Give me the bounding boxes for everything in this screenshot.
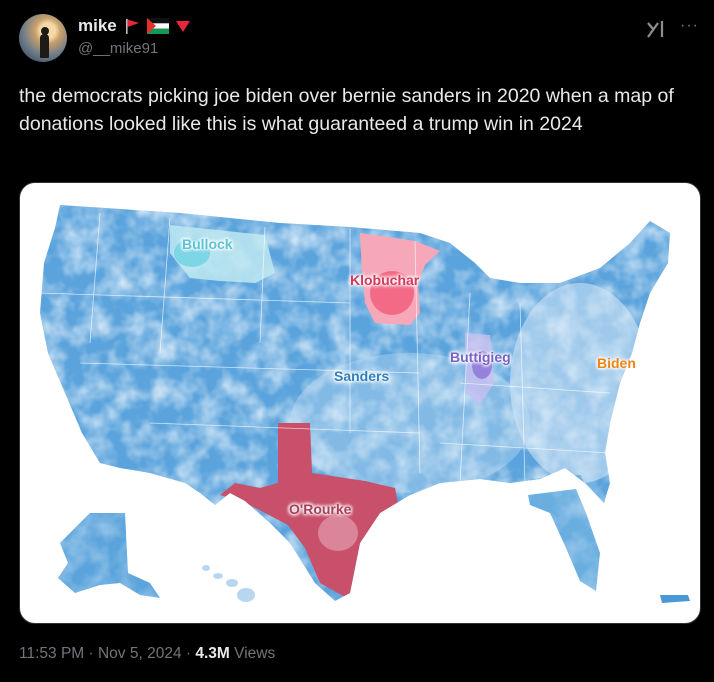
label-klobuchar: Klobuchar — [350, 272, 420, 288]
florida — [528, 489, 600, 591]
tweet-media-map[interactable]: Bullock Klobuchar Buttigieg Sanders Bide… — [19, 182, 701, 624]
grok-icon[interactable] — [645, 18, 667, 40]
more-icon[interactable]: ··· — [680, 17, 699, 34]
avatar-figure-body — [40, 34, 49, 58]
avatar[interactable] — [19, 14, 67, 62]
hawaii — [202, 565, 255, 602]
name-row: mike — [78, 16, 191, 36]
handle[interactable]: @__mike91 — [78, 40, 159, 57]
label-bullock: Bullock — [182, 236, 233, 252]
label-buttigieg: Buttigieg — [450, 349, 511, 365]
puerto-rico — [660, 595, 690, 603]
label-orourke: O'Rourke — [289, 501, 352, 517]
views-count[interactable]: 4.3M — [195, 645, 230, 662]
tweet-time[interactable]: 11:53 PM — [19, 645, 85, 662]
tweet-text: the democrats picking joe biden over ber… — [19, 85, 674, 135]
meta-separator: · — [181, 645, 196, 662]
views-label: Views — [229, 645, 276, 662]
display-name[interactable]: mike — [78, 16, 117, 35]
palestine-flag-icon — [146, 18, 169, 34]
tweet-date[interactable]: Nov 5, 2024 — [97, 645, 182, 662]
label-sanders: Sanders — [334, 368, 390, 384]
donation-map — [40, 205, 690, 603]
label-biden: Biden — [597, 355, 636, 371]
red-flag-icon — [125, 19, 139, 34]
region-orourke — [220, 423, 402, 601]
meta-separator: · — [84, 645, 98, 662]
red-triangle-icon — [175, 21, 190, 32]
avatar-figure-head — [41, 27, 49, 35]
alaska — [58, 513, 160, 598]
tweet-header: mike @__mike91 ··· — [0, 0, 714, 80]
tweet-meta: 11:53 PM · Nov 5, 2024 · 4.3M Views — [19, 645, 275, 663]
